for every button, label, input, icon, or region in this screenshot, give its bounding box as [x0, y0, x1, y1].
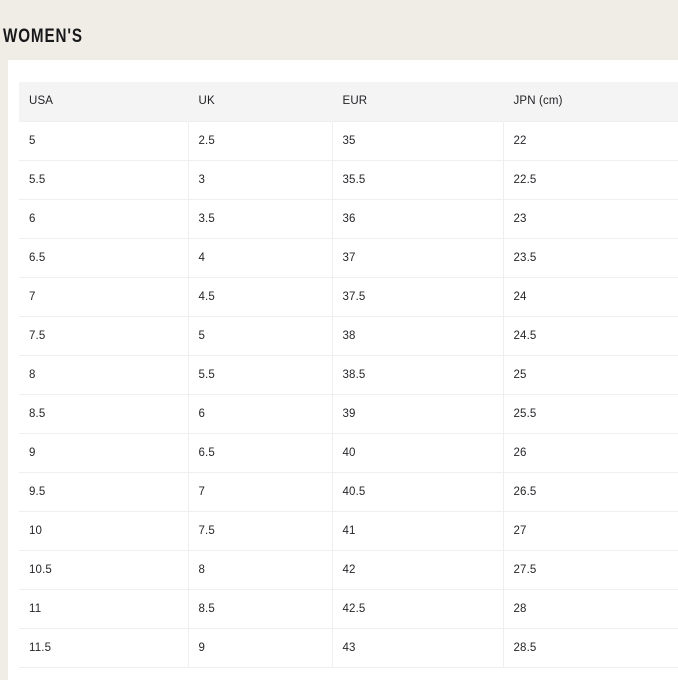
table-cell-usa: 6.5 [19, 237, 189, 277]
table-row: 5.5 3 35.5 22.5 [19, 159, 678, 199]
table-cell-uk: 7.5 [188, 510, 333, 550]
table-cell-uk: 8 [188, 549, 333, 589]
table-cell-jpn: 28.5 [503, 627, 678, 668]
table-cell-jpn: 26 [503, 432, 678, 472]
table-cell-jpn: 25 [503, 354, 678, 394]
table-row: 8 5.5 38.5 25 [19, 354, 678, 394]
table-row: 11.5 9 43 28.5 [19, 627, 678, 668]
table-cell-uk: 2.5 [188, 120, 333, 160]
column-header-usa: USA [19, 82, 189, 121]
table-header-row: USA UK EUR JPN (cm) [19, 82, 678, 121]
table-cell-usa: 10 [19, 510, 189, 550]
page-title: WOMEN'S [3, 26, 83, 47]
table-cell-jpn: 24.5 [503, 315, 678, 355]
table-row: 6.5 4 37 23.5 [19, 237, 678, 277]
table-cell-jpn: 23 [503, 198, 678, 238]
table-cell-eur: 35 [332, 120, 504, 160]
table-row: 11 8.5 42.5 28 [19, 588, 678, 628]
table-cell-usa: 7 [19, 276, 189, 316]
table-cell-usa: 10.5 [19, 549, 189, 589]
table-cell-usa: 5.5 [19, 159, 189, 199]
column-header-jpn: JPN (cm) [503, 82, 678, 121]
table-cell-eur: 40.5 [332, 471, 504, 511]
table-cell-usa: 5 [19, 120, 189, 160]
table-cell-uk: 8.5 [188, 588, 333, 628]
table-cell-jpn: 24 [503, 276, 678, 316]
table-cell-usa: 11.5 [19, 627, 189, 668]
table-cell-uk: 4 [188, 237, 333, 277]
table-cell-usa: 11 [19, 588, 189, 628]
table-cell-uk: 3.5 [188, 198, 333, 238]
table-cell-eur: 38 [332, 315, 504, 355]
table-row: 5 2.5 35 22 [19, 120, 678, 160]
table-row: 9.5 7 40.5 26.5 [19, 471, 678, 511]
table-cell-eur: 42.5 [332, 588, 504, 628]
table-cell-jpn: 22 [503, 120, 678, 160]
table-cell-jpn: 27.5 [503, 549, 678, 589]
table-cell-eur: 36 [332, 198, 504, 238]
table-row: 10 7.5 41 27 [19, 510, 678, 550]
table-cell-uk: 7 [188, 471, 333, 511]
table-row: 6 3.5 36 23 [19, 198, 678, 238]
size-conversion-table: USA UK EUR JPN (cm) 5 2.5 35 22 5.5 3 35.5 22.5… [19, 82, 678, 668]
table-cell-usa: 9 [19, 432, 189, 472]
table-cell-uk: 5 [188, 315, 333, 355]
table-cell-eur: 35.5 [332, 159, 504, 199]
size-chart-card: USA UK EUR JPN (cm) 5 2.5 35 22 5.5 3 35.5 22.5… [8, 60, 678, 680]
table-cell-uk: 6 [188, 393, 333, 433]
table-cell-usa: 7.5 [19, 315, 189, 355]
table-cell-eur: 41 [332, 510, 504, 550]
table-cell-uk: 5.5 [188, 354, 333, 394]
table-cell-eur: 38.5 [332, 354, 504, 394]
table-cell-jpn: 22.5 [503, 159, 678, 199]
table-cell-jpn: 28 [503, 588, 678, 628]
table-cell-uk: 4.5 [188, 276, 333, 316]
column-header-eur: EUR [332, 82, 504, 121]
table-header: USA UK EUR JPN (cm) [19, 82, 678, 121]
table-cell-jpn: 23.5 [503, 237, 678, 277]
table-cell-eur: 43 [332, 627, 504, 668]
table-cell-usa: 6 [19, 198, 189, 238]
table-row: 8.5 6 39 25.5 [19, 393, 678, 433]
table-row: 9 6.5 40 26 [19, 432, 678, 472]
table-row: 7.5 5 38 24.5 [19, 315, 678, 355]
table-cell-eur: 40 [332, 432, 504, 472]
table-cell-uk: 6.5 [188, 432, 333, 472]
table-cell-uk: 9 [188, 627, 333, 668]
table-cell-uk: 3 [188, 159, 333, 199]
table-cell-usa: 8 [19, 354, 189, 394]
table-cell-eur: 37 [332, 237, 504, 277]
table-row: 10.5 8 42 27.5 [19, 549, 678, 589]
table-row: 7 4.5 37.5 24 [19, 276, 678, 316]
table-cell-usa: 8.5 [19, 393, 189, 433]
table-cell-usa: 9.5 [19, 471, 189, 511]
table-cell-eur: 37.5 [332, 276, 504, 316]
table-cell-jpn: 27 [503, 510, 678, 550]
table-cell-jpn: 26.5 [503, 471, 678, 511]
table-cell-jpn: 25.5 [503, 393, 678, 433]
table-cell-eur: 42 [332, 549, 504, 589]
column-header-uk: UK [188, 82, 333, 121]
table-cell-eur: 39 [332, 393, 504, 433]
table-body: 5 2.5 35 22 5.5 3 35.5 22.5 6 3.5 36 23 6.5 4 37 23.5 7 4… [19, 120, 678, 668]
